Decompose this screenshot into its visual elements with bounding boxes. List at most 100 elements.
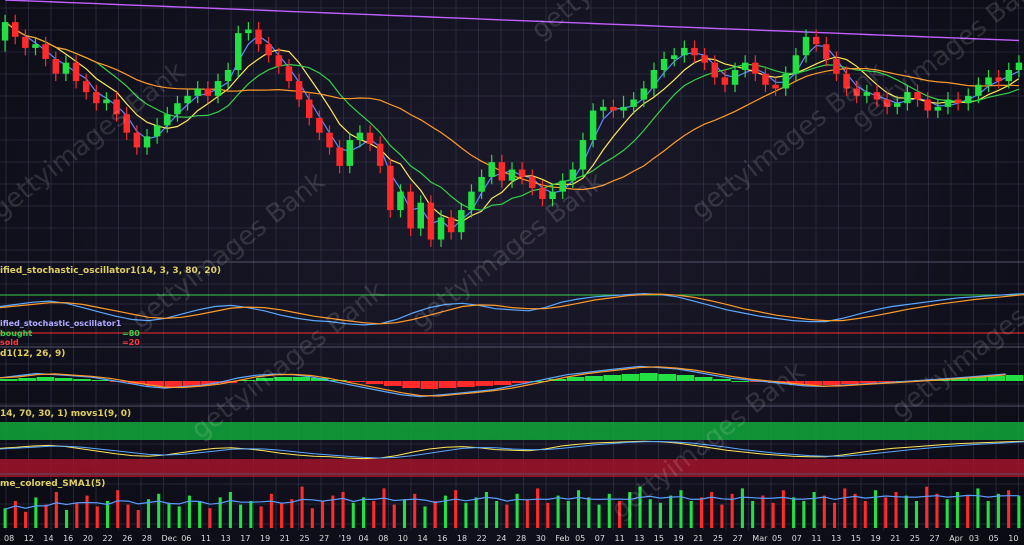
volume-bar <box>177 506 181 528</box>
date-tick-label: 08 <box>4 534 14 543</box>
candle-body <box>72 62 80 82</box>
volume-bar <box>607 493 611 528</box>
upper-zone-band <box>0 422 1024 440</box>
candle-body <box>498 162 506 181</box>
date-tick-label: Apr <box>949 534 964 543</box>
date-tick-label: 05 <box>575 534 585 543</box>
date-tick-label: 25 <box>910 534 920 543</box>
overbought-value: =80 <box>122 329 140 338</box>
stochastic-sub-label: ified_stochastic_oscillator1 <box>0 319 122 328</box>
macd-hist-bar <box>402 381 420 388</box>
date-tick-label: 18 <box>457 534 467 543</box>
candle-body <box>42 44 49 59</box>
volume-bar <box>249 501 253 528</box>
macd-hist-bar <box>475 381 494 386</box>
oscillator-band-panel[interactable]: 14, 70, 30, 1) movs1(9, 0) <box>0 405 1024 477</box>
oversold-label: sold <box>0 338 19 347</box>
volume-bar <box>689 501 693 528</box>
date-tick-label: 30 <box>536 534 546 543</box>
date-tick-label: 25 <box>713 534 723 543</box>
volume-bar <box>290 499 294 528</box>
candle-body <box>326 132 333 148</box>
date-tick-label: 27 <box>319 534 329 543</box>
candle-body <box>620 106 627 111</box>
date-tick-label: 10 <box>398 534 408 543</box>
volume-bar <box>740 488 744 528</box>
volume-sma-line <box>4 494 1019 510</box>
candle-body <box>600 106 607 111</box>
candle-body <box>904 92 911 104</box>
candle-body <box>792 55 800 74</box>
volume-bar <box>402 499 407 528</box>
macd-hist-bar <box>512 381 530 383</box>
macd-panel[interactable]: d1(12, 26, 9) <box>0 346 1024 398</box>
candle-body <box>336 147 343 166</box>
date-tick-label: Dec <box>162 534 177 543</box>
volume-bar <box>208 508 212 528</box>
date-tick-label: 11 <box>201 534 211 543</box>
candle-body <box>255 29 262 45</box>
candle-body <box>52 58 60 74</box>
candle-body <box>214 81 222 96</box>
candle-body <box>285 66 293 82</box>
price-panel[interactable] <box>1 0 1023 247</box>
candle-body <box>630 99 637 107</box>
candle-body <box>32 44 39 48</box>
volume-bar <box>853 493 857 528</box>
date-tick-label: 21 <box>693 534 703 543</box>
volume-bar <box>945 499 949 528</box>
volume-bar <box>587 497 591 528</box>
volume-bar <box>157 493 161 528</box>
volume-bar <box>566 501 570 528</box>
candle-body <box>346 140 354 166</box>
candle-body <box>802 36 810 56</box>
date-tick-label: Feb <box>555 534 569 543</box>
date-tick-label: 22 <box>103 534 113 543</box>
lower-zone-band <box>0 459 1024 477</box>
candle-body <box>427 202 435 240</box>
volume-bar <box>720 504 724 528</box>
macd-hist-bar <box>457 381 475 387</box>
macd-lines <box>0 365 1006 398</box>
volume-bars <box>3 486 1021 528</box>
volume-bar <box>269 493 273 528</box>
volume-bar <box>413 493 417 528</box>
candle-body <box>93 92 100 104</box>
volume-bar <box>126 504 130 528</box>
volume-bar <box>423 506 427 528</box>
stochastic-panel[interactable]: ified_stochastic_oscillator1(14, 3, 3, 8… <box>0 261 1024 347</box>
volume-bar <box>228 492 232 528</box>
date-tick-label: 16 <box>437 534 447 543</box>
candle-body <box>731 70 739 85</box>
volume-bar <box>13 501 17 528</box>
macd-hist-bar <box>182 381 201 386</box>
candle-body <box>164 114 171 126</box>
volume-bar <box>710 492 714 528</box>
volume-bar <box>54 492 58 528</box>
date-tick-label: 20 <box>83 534 93 543</box>
volume-bar <box>976 488 980 528</box>
candle-body <box>508 169 516 181</box>
volume-panel[interactable]: me_colored_SMA1(5) <box>0 473 1024 528</box>
macd-hist-bar <box>822 381 841 385</box>
volume-bar <box>1017 495 1021 528</box>
volume-bar <box>44 504 48 528</box>
candle-body <box>478 176 485 192</box>
macd-hist-bar <box>713 379 731 381</box>
candle-body <box>589 110 597 141</box>
candle-body <box>82 81 90 93</box>
date-tick-label: 05 <box>989 534 999 543</box>
candle-body <box>823 44 830 59</box>
volume-bar <box>146 499 151 528</box>
macd-hist-bar <box>694 377 713 381</box>
volume-bar <box>730 493 734 528</box>
candle-body <box>62 62 70 74</box>
volume-bar <box>873 490 878 528</box>
volume-bar <box>351 502 355 528</box>
volume-bar <box>443 495 447 528</box>
date-tick-label: 19 <box>674 534 684 543</box>
volume-bar <box>761 495 765 528</box>
volume-bar <box>679 490 683 528</box>
volume-bar <box>433 501 437 528</box>
date-tick-label: 05 <box>772 534 782 543</box>
